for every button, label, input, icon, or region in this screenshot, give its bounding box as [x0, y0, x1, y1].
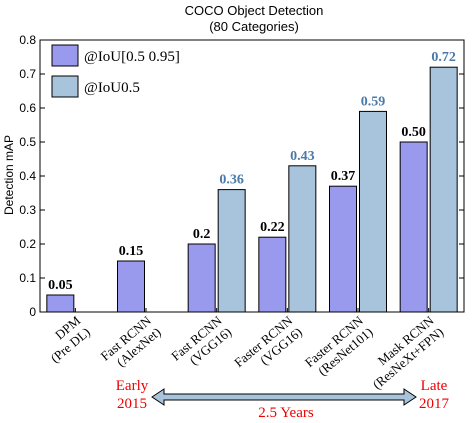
legend-swatch-iou-range	[51, 44, 79, 67]
bar	[329, 185, 357, 313]
bar-value-label: 0.43	[290, 149, 315, 164]
bar	[187, 243, 216, 313]
timeline-arrow	[151, 388, 417, 406]
bar	[399, 141, 428, 313]
bar	[288, 165, 317, 313]
x-tick-label: Fast RCNN(AlexNet)	[98, 312, 164, 369]
timeline-end-line1: Late	[421, 378, 448, 394]
chart-title: COCO Object Detection	[185, 3, 324, 18]
timeline-start-line2: 2015	[117, 396, 147, 412]
timeline-end-line2: 2017	[419, 396, 450, 412]
bar	[217, 189, 246, 313]
y-axis-label: Detection mAP	[2, 135, 16, 215]
bar-value-labels: 0.05 0.15 0.2 0.22 0.37 0.50 0.36 0.43 0.59 0.72	[48, 50, 456, 293]
y-tick-label: 0.3	[19, 203, 36, 217]
y-axis-ticks: 0 0.1 0.2 0.3 0.4 0.5 0.6 0.7 0.8	[19, 33, 464, 319]
plot-frame	[39, 39, 465, 313]
y-tick-label: 0.5	[19, 135, 36, 149]
timeline-duration: 2.5 Years	[258, 405, 314, 421]
bar-value-label: 0.15	[119, 244, 144, 259]
y-tick-label: 0.4	[19, 169, 36, 183]
bar-value-label: 0.72	[431, 50, 456, 65]
legend: @IoU[0.5 0.95] @IoU0.5	[51, 44, 180, 98]
bars	[46, 66, 458, 313]
bar-value-label: 0.2	[193, 227, 211, 242]
bar	[429, 66, 458, 313]
x-tick-label: DPM(Pre DL)	[48, 313, 93, 366]
bar	[258, 236, 287, 313]
bar-value-label: 0.22	[260, 220, 285, 235]
timeline: Early 2015 Late 2017 2.5 Years	[116, 378, 450, 421]
legend-swatch-iou-05	[51, 75, 79, 98]
y-tick-label: 0.7	[19, 67, 36, 81]
bar	[359, 110, 387, 313]
bar-value-label: 0.50	[401, 125, 426, 140]
y-tick-label: 0.2	[19, 237, 36, 251]
timeline-start-line1: Early	[116, 378, 149, 394]
legend-label-iou-05: @IoU0.5	[84, 80, 140, 96]
legend-label-iou-range: @IoU[0.5 0.95]	[84, 49, 180, 65]
bar	[46, 294, 75, 313]
y-tick-label: 0.1	[19, 271, 36, 285]
bar-value-label: 0.05	[48, 278, 73, 293]
bar-value-label: 0.37	[331, 169, 356, 184]
x-tick-label: Faster RCNN(VGG16)	[231, 312, 305, 370]
y-tick-label: 0	[29, 305, 36, 319]
bar	[117, 260, 145, 313]
x-tick-label: Faster RCNN(ResNet101)	[302, 312, 376, 378]
x-tick-label: Fast RCNN(VGG16)	[168, 312, 234, 367]
y-tick-label: 0.8	[19, 33, 36, 47]
x-axis-tick-labels: DPM(Pre DL) Fast RCNN(AlexNet) Fast RCNN(V…	[48, 308, 446, 392]
y-tick-label: 0.6	[19, 101, 36, 115]
chart-subtitle: (80 Categories)	[209, 19, 299, 34]
bar-value-label: 0.36	[219, 173, 244, 188]
bar-value-label: 0.59	[361, 94, 386, 109]
